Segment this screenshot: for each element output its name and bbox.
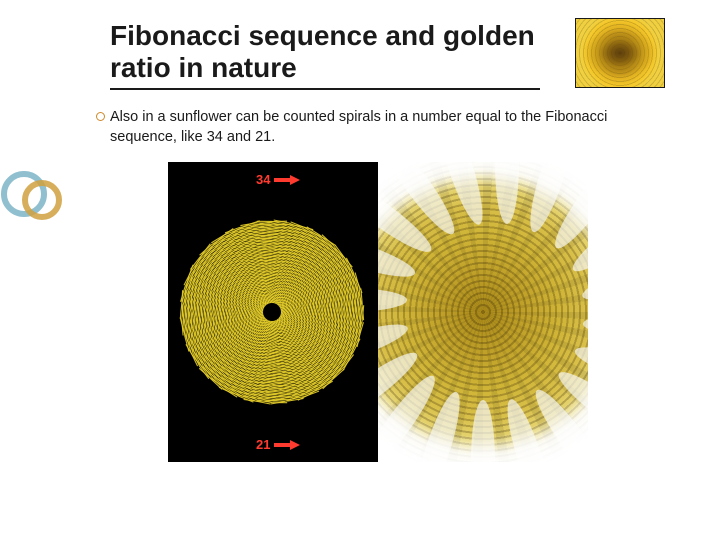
fibonacci-spiral-diagram — [174, 200, 370, 424]
arrow-right-icon — [274, 175, 302, 185]
label-bottom: 21 — [256, 437, 302, 452]
slide-body-text: Also in a sunflower can be counted spira… — [110, 108, 655, 147]
label-top: 34 — [256, 172, 302, 187]
slide-title: Fibonacci sequence and golden ratio in n… — [110, 20, 540, 90]
arrow-right-icon — [274, 440, 302, 450]
spiral-diagram-panel: 34 21 — [168, 162, 376, 462]
flower-petals — [378, 162, 588, 462]
label-top-number: 34 — [256, 172, 270, 187]
slide-decoration-rings — [0, 160, 68, 228]
slide-title-container: Fibonacci sequence and golden ratio in n… — [110, 20, 540, 90]
sunflower-thumbnail — [575, 18, 665, 88]
label-bottom-number: 21 — [256, 437, 270, 452]
figure-container: 34 21 — [168, 162, 588, 462]
bullet-icon — [96, 112, 105, 121]
sunflower-closeup-panel — [378, 162, 588, 462]
